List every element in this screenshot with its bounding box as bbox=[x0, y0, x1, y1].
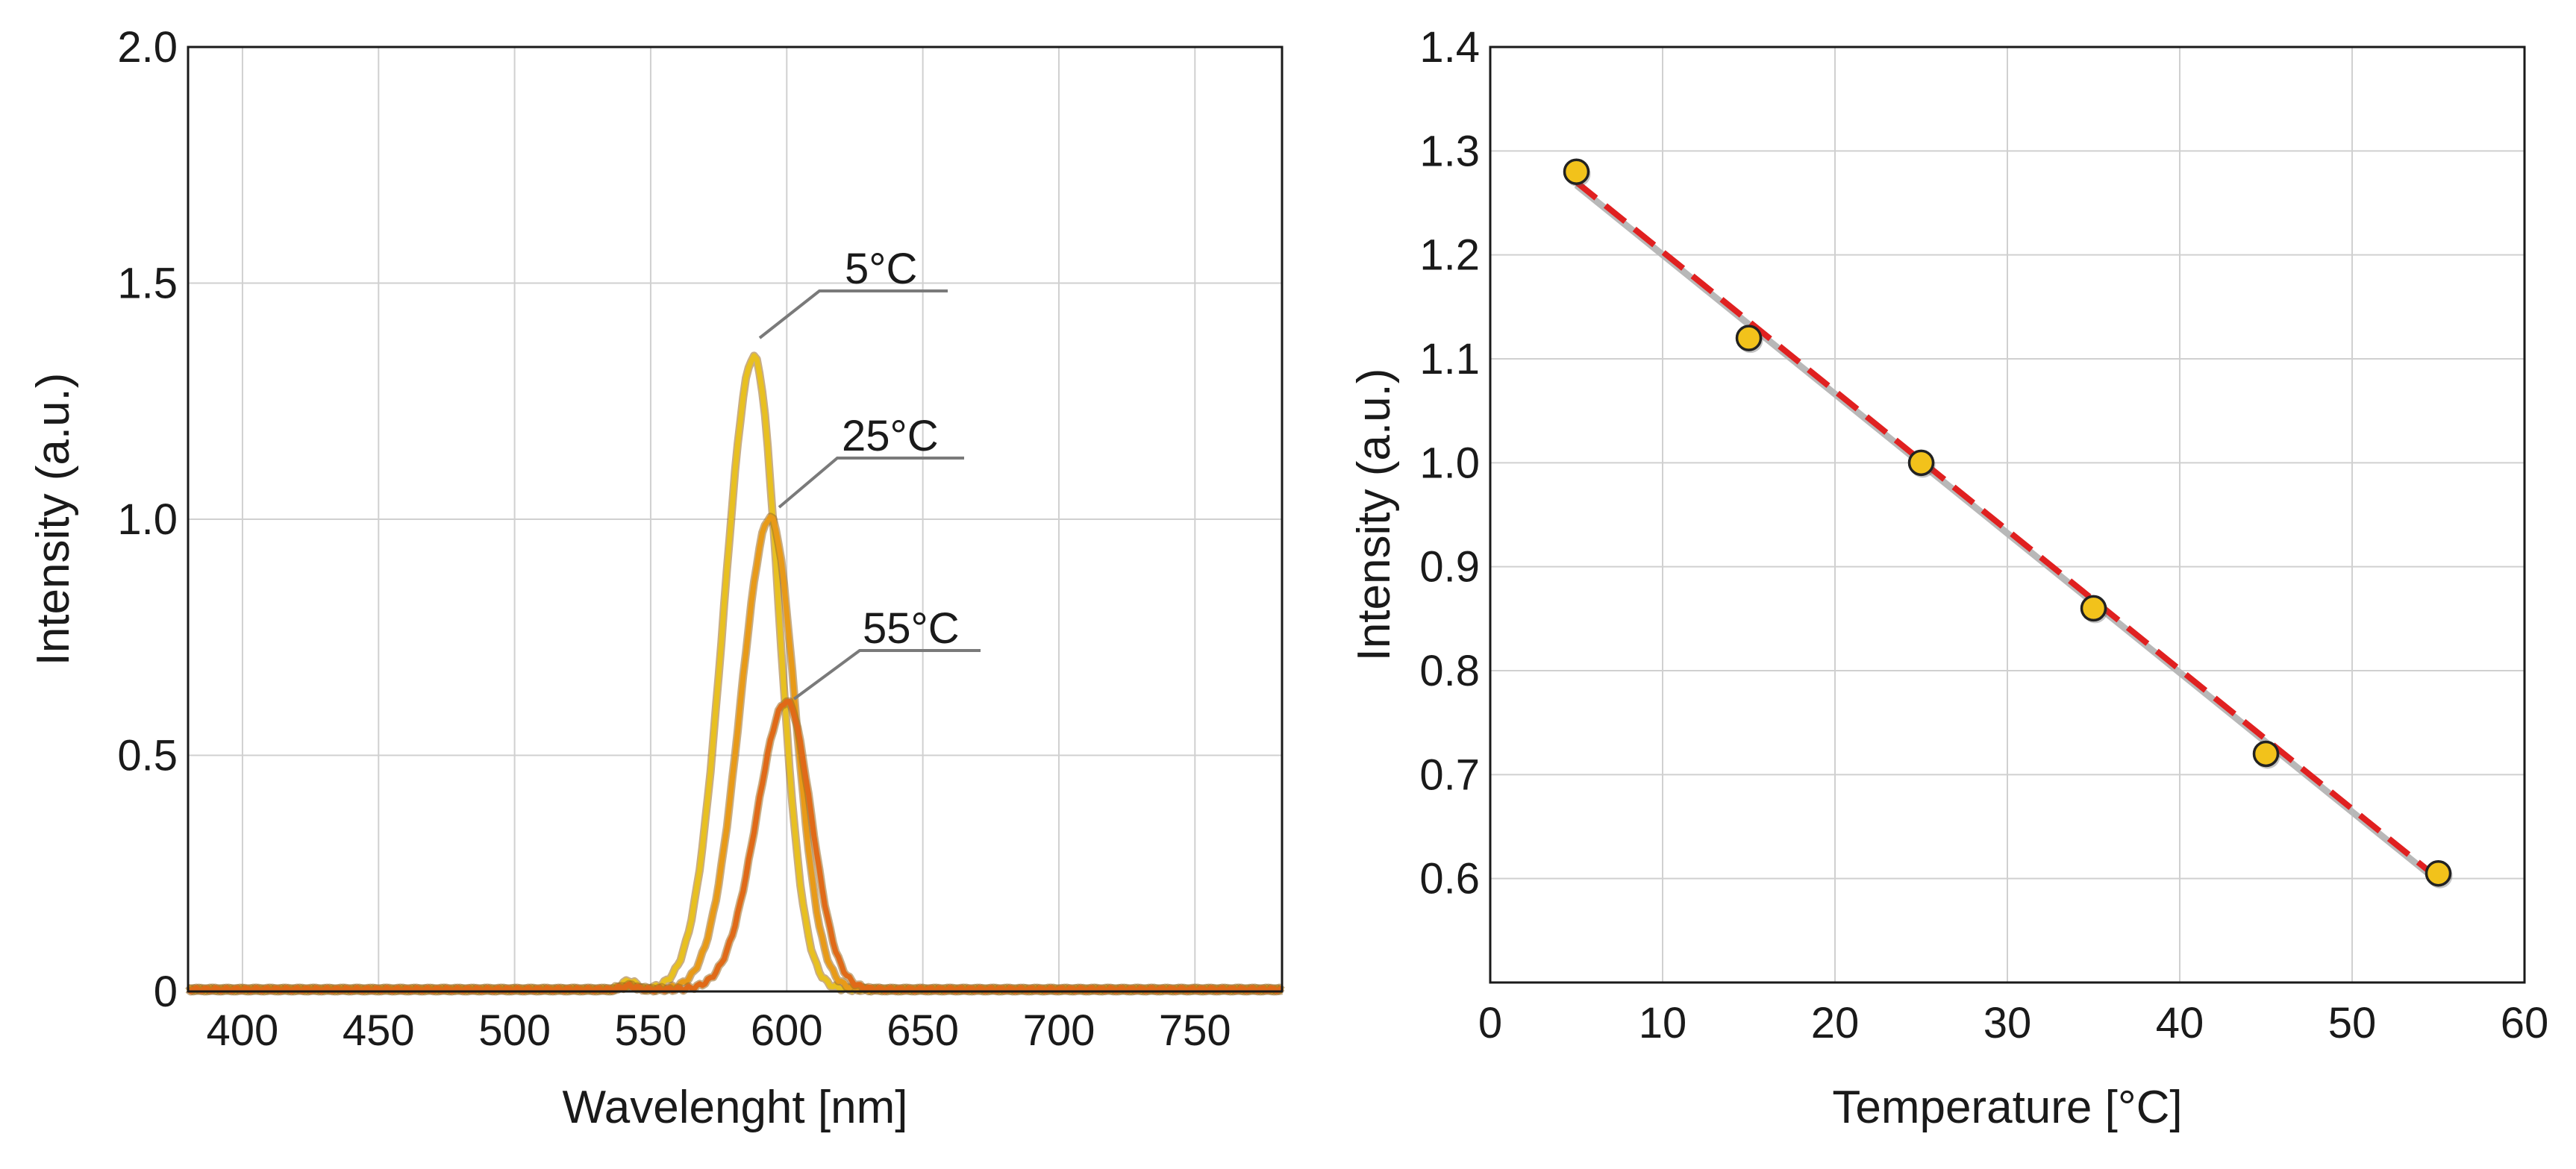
spectrum-y-axis-label: Intensity (a.u.) bbox=[28, 373, 79, 666]
temperature-plot-frame bbox=[1489, 46, 2526, 984]
spectrum-annotation-label: 55°C bbox=[863, 604, 960, 653]
spectrum-x-tick-label: 750 bbox=[1159, 1006, 1231, 1055]
spectrum-series bbox=[185, 351, 1285, 996]
temperature-point bbox=[1907, 449, 1935, 477]
spectrum-plot-frame bbox=[187, 46, 1284, 993]
spectrum-y-tick-label: 1.0 bbox=[117, 495, 178, 544]
temperature-x-tick-label: 50 bbox=[2328, 999, 2377, 1047]
temperature-point bbox=[2425, 859, 2452, 887]
spectrum-x-ticks: 400 450 500 550 600 650 700 750 bbox=[207, 1006, 1231, 1055]
spectrum-x-tick-label: 700 bbox=[1023, 1006, 1095, 1055]
temperature-x-tick-label: 0 bbox=[1478, 999, 1502, 1047]
spectrum-annotation-label: 25°C bbox=[842, 412, 939, 460]
temperature-y-tick-label: 1.1 bbox=[1419, 335, 1480, 383]
temperature-point bbox=[1735, 325, 1763, 351]
temperature-y-ticks: 0.6 0.7 0.8 0.9 1.0 1.1 1.2 1.3 1.4 bbox=[1419, 23, 1480, 903]
temperature-y-tick-label: 1.0 bbox=[1419, 439, 1480, 487]
temperature-x-tick-label: 60 bbox=[2501, 999, 2549, 1047]
temperature-points bbox=[1563, 158, 2453, 888]
spectrum-y-tick-label: 0 bbox=[154, 968, 178, 1016]
temperature-point bbox=[2252, 740, 2280, 768]
temperature-point bbox=[2080, 595, 2107, 622]
spectrum-annotations: 5°C 25°C 55°C bbox=[758, 245, 981, 701]
spectrum-annotation-label: 5°C bbox=[845, 245, 917, 293]
spectrum-line bbox=[186, 353, 1284, 994]
spectrum-annotation-leader bbox=[793, 649, 981, 701]
temperature-chart: 0 10 20 30 40 50 60 0.6 0.7 0.8 0.9 1.0 1.1 1.2 1.3 1.… bbox=[1348, 23, 2548, 1133]
spectrum-chart: 400 450 500 550 600 650 700 750 0 0.5 1.0 1.5 2.0 5… bbox=[28, 23, 1285, 1133]
spectrum-y-ticks: 0 0.5 1.0 1.5 2.0 bbox=[117, 23, 178, 1016]
spectrum-x-tick-label: 450 bbox=[343, 1006, 415, 1055]
spectrum-x-tick-label: 550 bbox=[615, 1006, 687, 1055]
spectrum-x-tick-label: 500 bbox=[478, 1006, 551, 1055]
temperature-y-tick-label: 1.3 bbox=[1419, 127, 1480, 175]
spectrum-annotation-leader bbox=[758, 289, 948, 339]
temperature-grid bbox=[1490, 47, 2525, 982]
spectrum-x-tick-label: 400 bbox=[207, 1006, 279, 1055]
temperature-y-tick-label: 1.2 bbox=[1419, 231, 1480, 280]
temperature-y-tick-label: 0.9 bbox=[1419, 543, 1480, 592]
temperature-y-axis-label: Intensity (a.u.) bbox=[1348, 369, 1400, 662]
spectrum-x-axis-label: Wavelenght [nm] bbox=[563, 1082, 908, 1133]
spectrum-annotation-leader bbox=[778, 457, 964, 509]
temperature-x-tick-label: 10 bbox=[1639, 999, 1687, 1047]
temperature-y-tick-label: 0.8 bbox=[1419, 647, 1480, 695]
temperature-fit bbox=[1574, 180, 2441, 885]
temperature-y-tick-label: 0.6 bbox=[1419, 855, 1480, 903]
spectrum-y-tick-label: 0.5 bbox=[117, 732, 178, 780]
temperature-x-ticks: 0 10 20 30 40 50 60 bbox=[1478, 999, 2548, 1047]
temperature-x-tick-label: 40 bbox=[2156, 999, 2204, 1047]
temperature-point bbox=[1563, 158, 1590, 185]
temperature-x-tick-label: 20 bbox=[1811, 999, 1860, 1047]
spectrum-y-tick-label: 2.0 bbox=[117, 23, 178, 72]
temperature-x-axis-label: Temperature [°C] bbox=[1832, 1082, 2182, 1133]
spectrum-x-tick-label: 600 bbox=[751, 1006, 823, 1055]
temperature-y-tick-label: 1.4 bbox=[1419, 23, 1480, 72]
spectrum-y-tick-label: 1.5 bbox=[117, 260, 178, 308]
spectrum-x-tick-label: 650 bbox=[887, 1006, 959, 1055]
temperature-y-tick-label: 0.7 bbox=[1419, 750, 1480, 799]
temperature-x-tick-label: 30 bbox=[1983, 999, 2032, 1047]
